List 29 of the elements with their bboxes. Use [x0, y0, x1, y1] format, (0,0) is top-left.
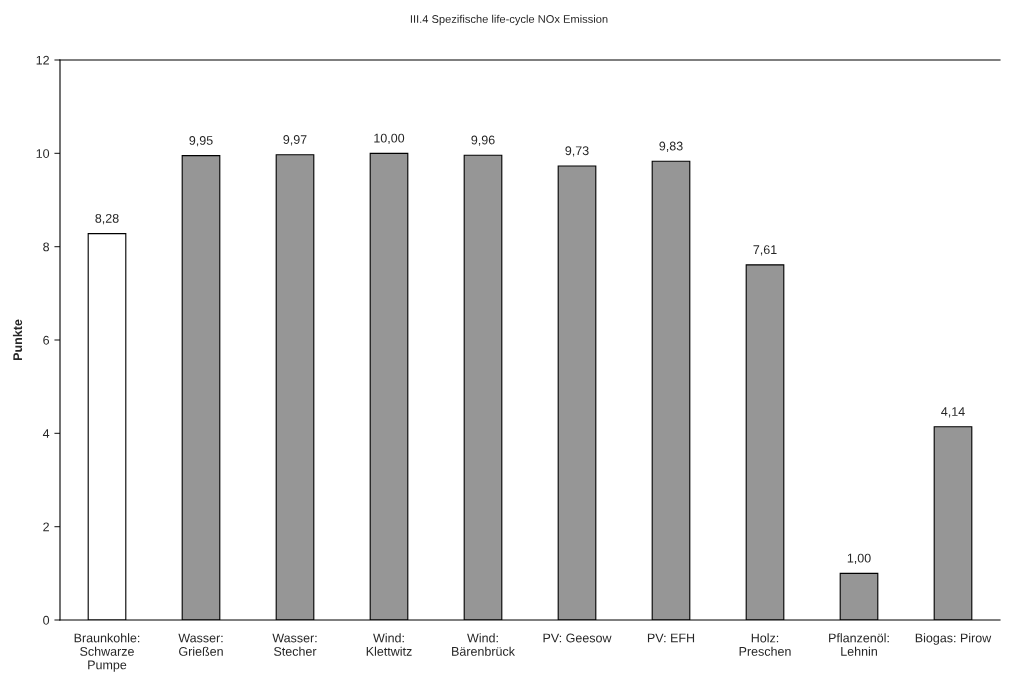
- data-label: 8,28: [95, 213, 119, 225]
- data-label: 9,97: [283, 135, 307, 146]
- x-tick-label: Braunkohle: Schwarze Pumpe: [74, 633, 140, 672]
- y-tick-label: 12: [36, 55, 49, 65]
- y-tick-label: 0: [43, 615, 50, 625]
- y-tick-label: 4: [42, 429, 50, 438]
- data-label: 9,96: [471, 135, 495, 146]
- data-label: 9,73: [565, 146, 589, 157]
- x-tick-label: Biogas: Pirow: [915, 633, 992, 645]
- x-tick-label: Holz: Preschen: [739, 633, 791, 656]
- data-label: 4,14: [941, 407, 965, 418]
- x-tick-label: Wasser: Grießen: [178, 633, 223, 656]
- data-label: 10,00: [374, 133, 405, 145]
- data-label: 7,61: [753, 245, 777, 256]
- y-tick-label: 2: [43, 522, 49, 532]
- y-tick-label: 6: [43, 335, 50, 345]
- x-tick-label: Wind: Klettwitz: [366, 633, 412, 656]
- y-tick-label: 8: [43, 242, 50, 252]
- x-tick-label: Wasser: Stecher: [272, 633, 317, 656]
- data-label: 9,83: [659, 141, 683, 152]
- x-tick-label: PV: Geesow: [543, 633, 612, 643]
- chart-title: III.4 Spezifische life-cycle NOx Emission: [410, 14, 608, 26]
- y-axis-title: Punkte: [12, 319, 23, 360]
- data-label: 1,00: [847, 553, 871, 565]
- x-tick-label: PV: EFH: [647, 633, 695, 643]
- data-label: 9,95: [189, 136, 213, 147]
- y-tick-label: 10: [36, 149, 50, 158]
- x-tick-label: Wind: Bärenbrück: [452, 633, 515, 656]
- x-tick-label: Pflanzenöl: Lehnin: [829, 633, 889, 656]
